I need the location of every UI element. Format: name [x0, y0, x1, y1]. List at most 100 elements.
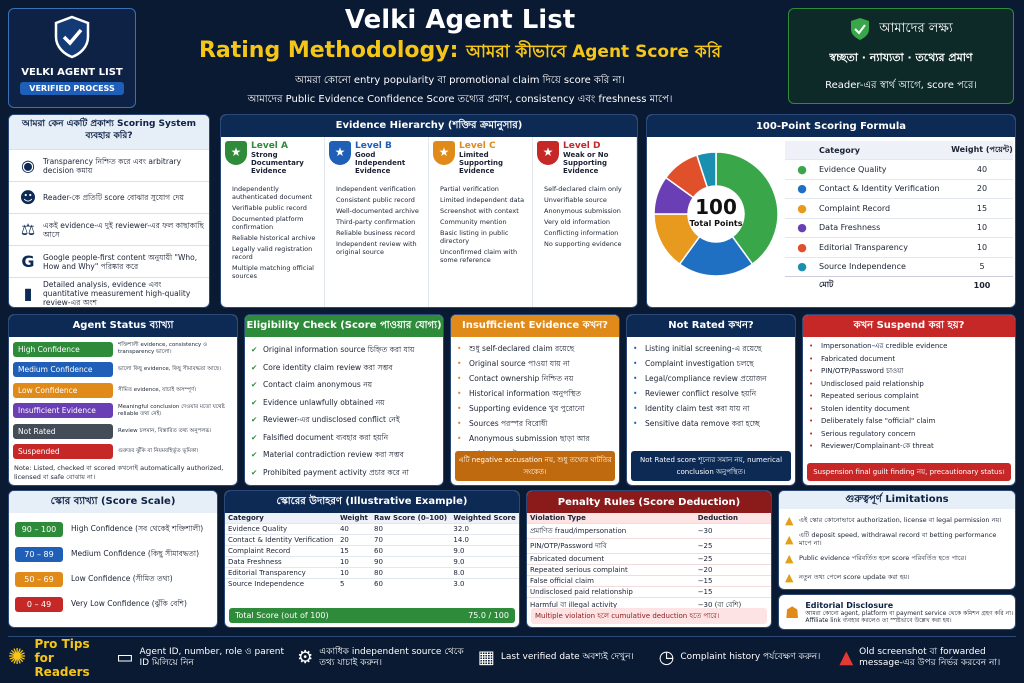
table-row: Fabricated document −25	[527, 553, 771, 565]
id-card-icon: ▭	[116, 647, 134, 668]
level-column: ★ Level A Strong Documentary Evidence Indep…	[221, 137, 325, 307]
intro-line-2: আমাদের Public Evidence Confidence Score …	[247, 94, 673, 105]
status-pill: Suspended	[13, 444, 113, 460]
level-item: Documented platform confirmation	[232, 215, 304, 231]
example-table: Category Weight Raw Score (0–100) Weighted …	[225, 513, 519, 589]
table-row: Repeated serious complaint −20	[527, 564, 771, 576]
insufficient-note: এটি negative accusation নয়, শুধু তথ্যের…	[455, 451, 615, 481]
table-cell: −25	[697, 542, 713, 550]
level-item: Legally valid registration record	[232, 245, 313, 261]
shield-icon	[851, 18, 870, 40]
scoring-weight: 15	[976, 203, 988, 213]
category-icon: ●	[797, 240, 807, 254]
insufficient-item: • Original source পাওয়া যায় না	[457, 356, 613, 371]
status-desc: Review চলমান, বিস্তারিত তথ্য অনুপলব্ধ।	[118, 427, 212, 434]
example-header: Weight	[339, 514, 368, 522]
table-row: PIN/OTP/Password দাবি −25	[527, 538, 771, 554]
table-row: Data Freshness 10 90 9.0	[225, 556, 519, 568]
scoring-category: Data Freshness	[819, 223, 881, 233]
calendar-icon: ▦	[477, 647, 495, 668]
table-cell: 90	[374, 558, 383, 566]
eligibility-item: ✔ Contact claim anonymous নয়	[251, 376, 437, 394]
notrated-item: • Identity claim test করা যায় না	[633, 401, 789, 416]
table-cell: 60	[374, 547, 383, 555]
eligibility-title: Eligibility Check (Score পাওয়ার যোগ্য)	[245, 315, 443, 337]
table-row: Evidence Quality 40 80 32.0	[225, 523, 519, 535]
level-item: Partial verification	[440, 185, 499, 193]
table-row: Complaint Record 15 60 9.0	[225, 545, 519, 557]
table-row: Undisclosed paid relationship −15	[527, 586, 771, 598]
table-row: Source Independence 5 60 3.0	[225, 578, 519, 590]
scoring-category: Contact & Identity Verification	[819, 184, 940, 194]
scale-range: 50 – 69	[15, 572, 63, 587]
tip-item: ▲ Old screenshot বা forwarded message-এর …	[839, 646, 1001, 669]
level-item: Well-documented archive	[336, 207, 419, 215]
bullet-icon: •	[809, 429, 814, 438]
table-cell: False official claim	[530, 577, 594, 585]
level-desc: Weak or No Supporting Evidence	[563, 151, 609, 175]
scoring-category: Editorial Transparency	[819, 242, 908, 252]
example-header: Weighted Score	[453, 514, 516, 522]
why-item-text: Detailed analysis, evidence এবং quantita…	[43, 280, 191, 307]
penalty-header: Violation Type	[527, 513, 695, 524]
table-cell: Repeated serious complaint	[530, 566, 628, 574]
level-item: Limited independent data	[440, 196, 525, 204]
status-pill: High Confidence	[13, 341, 113, 357]
status-row: Not Rated Review চলমান, বিস্তারিত তথ্য অন…	[13, 421, 233, 442]
scale-label: High Confidence (সব থেকেই শক্তিশালী)	[71, 523, 204, 533]
suspend-item: • Repeated serious complaint	[809, 390, 1009, 403]
why-card: আমরা কেন একটি প্রকাশ্য Scoring System ব্…	[8, 114, 210, 308]
goal-title: আমাদের লক্ষ্য	[879, 20, 953, 36]
table-cell: −30 (বা বেশি)	[697, 601, 742, 609]
hierarchy-card: Evidence Hierarchy (শক্তির ক্রমানুসার) ★…	[220, 114, 638, 308]
tips-label: Pro Tips for Readers	[34, 636, 90, 679]
scoring-weight: 10	[976, 223, 988, 233]
scale-label: Medium Confidence (কিছু সীমাবদ্ধতা)	[71, 548, 200, 558]
insufficient-item: • Supporting evidence খুব পুরোনো	[457, 401, 613, 416]
table-cell: প্রমাণিত fraud/impersonation	[530, 527, 627, 535]
example-header: Raw Score (0–100)	[374, 514, 448, 522]
notrated-item: • Legal/compliance review প্রয়োজন	[633, 371, 789, 386]
bullet-icon: •	[457, 404, 462, 413]
suspend-item: • Serious regulatory concern	[809, 428, 1009, 441]
table-cell: PIN/OTP/Password দাবি	[530, 542, 607, 550]
warning-icon: ▲	[785, 533, 794, 546]
table-row: Editorial Transparency 10 80 8.0	[225, 567, 519, 579]
scoring-total-value: 100	[973, 281, 991, 290]
eligibility-item: ✔ Core identity claim review করা সম্ভব	[251, 359, 437, 377]
scoring-category: Source Independence	[819, 262, 906, 272]
bullet-icon: •	[457, 434, 462, 443]
limitation-item: ▲ Public evidence পরিবর্তিত হলে score পরি…	[785, 552, 967, 565]
status-row: Medium Confidence ভালো কিছু evidence, কিছ…	[13, 360, 233, 381]
scoring-head-weight: Weight (পয়েন্ট)	[951, 144, 1013, 154]
penalty-card: Penalty Rules (Score Deduction) Violatio…	[526, 490, 772, 628]
status-card: Agent Status ব্যাখ্যা High Confidence শক্…	[8, 314, 238, 486]
status-note: Note: Listed, checked বা scored কখনোই au…	[14, 464, 224, 481]
level-item: Very old information	[544, 218, 611, 226]
status-title: Agent Status ব্যাখ্যা	[9, 315, 237, 337]
notrated-card: Not Rated কখন? • Listing initial screenin…	[626, 314, 796, 486]
status-desc: গুরুতর ঝুঁকি বা নিয়মবহির্ভূত ভূমিকা।	[118, 448, 199, 455]
scale-card: স্কোর ব্যাখ্যা (Score Scale) 90 – 100 Hig…	[8, 490, 218, 628]
suspend-card: কখন Suspend করা হয়? • Impersonation-এর c…	[802, 314, 1016, 486]
table-cell: 10	[339, 558, 349, 566]
eligibility-item: ✔ Original information source চিহ্নিত করা…	[251, 341, 437, 359]
level-item: Reliable historical archive	[232, 234, 316, 242]
level-item: Screenshot with context	[440, 207, 519, 215]
check-icon: ✔	[251, 432, 258, 442]
tip-item: ⚙ একাধিক independent source থেকে তথ্য যাচ…	[297, 646, 464, 669]
status-pill: Insufficient Evidence	[13, 403, 113, 419]
example-title: স্কোরের উদাহরণ (Illustrative Example)	[225, 491, 519, 513]
table-cell: 60	[374, 580, 383, 588]
level-name: Level B	[355, 141, 392, 151]
level-item: Independently authenticated document	[232, 185, 313, 201]
level-name: Level C	[459, 141, 496, 151]
gear-search-icon: ⚙	[297, 647, 314, 668]
table-cell: 9.0	[453, 558, 465, 566]
limitation-item: ▲ এটি deposit speed, withdrawal record বা…	[785, 531, 997, 547]
bullet-icon: •	[457, 419, 462, 428]
table-cell: 20	[339, 536, 349, 544]
level-item: Unconfirmed claim with some reference	[440, 248, 518, 264]
disclosure-title: Editorial Disclosure	[805, 600, 894, 610]
table-cell: 15	[339, 547, 349, 555]
